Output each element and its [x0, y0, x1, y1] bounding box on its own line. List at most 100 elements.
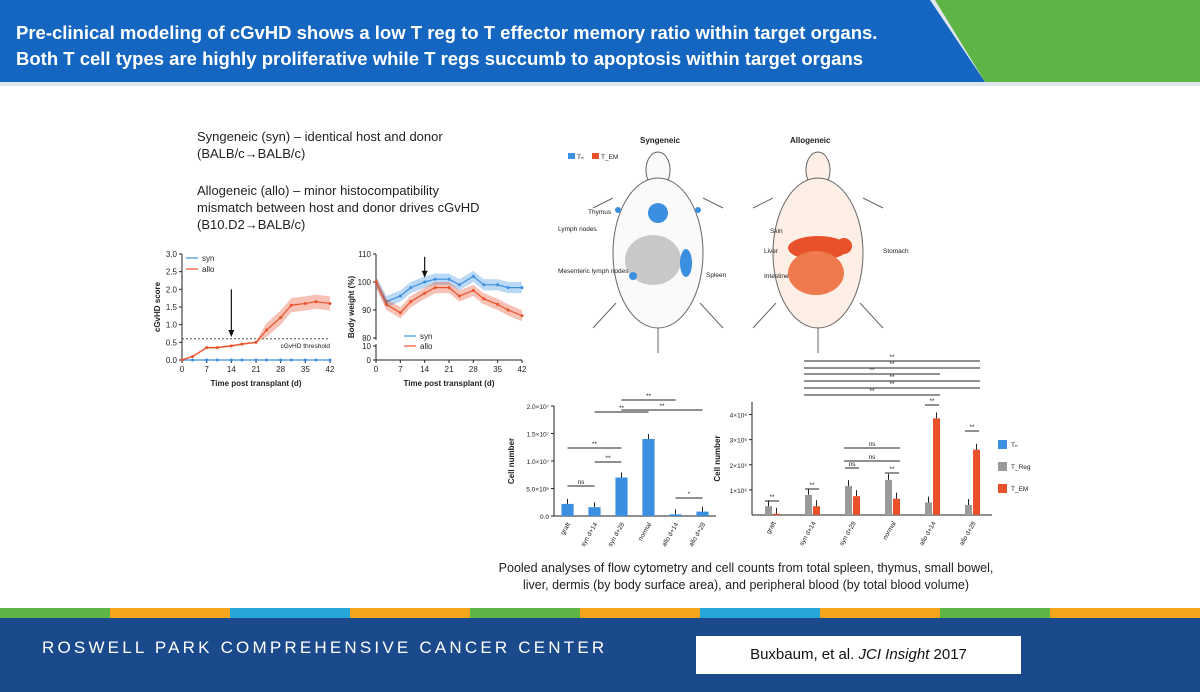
- x-tick-label: 35: [301, 365, 310, 374]
- citation-year: 2017: [933, 646, 967, 663]
- y-tick-label: 90: [362, 306, 371, 315]
- x-tick-label: 35: [493, 365, 502, 374]
- allo-point: [289, 303, 293, 307]
- y-axis-label: Cell number: [507, 438, 516, 484]
- syn-point: [265, 358, 269, 362]
- y-tick-label: 0.0: [166, 356, 178, 365]
- syngeneic-diagram-title: Syngeneic: [640, 136, 681, 145]
- bar: [965, 504, 972, 515]
- y-tick-label: 110: [358, 250, 371, 259]
- y-tick-label: 80: [362, 334, 371, 343]
- syngeneic-note: Syngeneic (syn) – identical host and don…: [197, 128, 443, 162]
- significance-label: ns: [849, 461, 857, 468]
- x-tick-label: 0: [180, 365, 185, 374]
- label-liver: Liver: [764, 248, 779, 255]
- y-tick-label: 2.5: [166, 268, 178, 277]
- syn-point: [254, 358, 258, 362]
- allo-point: [328, 301, 332, 305]
- legend-swatch: [998, 462, 1007, 471]
- allo-point: [229, 344, 233, 348]
- allo-point: [447, 286, 451, 290]
- label-thymus: Thymus: [588, 209, 612, 216]
- label-mesenteric: Mesenteric lymph nodes: [558, 268, 629, 275]
- legend-swatch: [998, 440, 1007, 449]
- y-tick-label: 1×10⁶: [730, 488, 748, 495]
- allogeneic-note: Allogeneic (allo) – minor histocompatibi…: [197, 182, 480, 233]
- legend-tem-swatch: [592, 153, 599, 159]
- bar: [588, 507, 601, 516]
- y-tick-label: 3×10⁶: [730, 438, 748, 445]
- y-tick-label: 0: [367, 356, 372, 365]
- allo-point: [303, 301, 307, 305]
- citation: Buxbaum, et al. JCI Insight 2017: [696, 636, 1021, 674]
- x-tick-label: allo d+28: [958, 520, 978, 547]
- significance-label: **: [969, 424, 975, 431]
- y-tick-label: 2×10⁶: [730, 463, 748, 470]
- y-tick-label: 10: [362, 342, 371, 351]
- slide-title-line-1: Pre-clinical modeling of cGvHD shows a l…: [16, 22, 878, 43]
- allo-point: [279, 316, 283, 320]
- allo-point: [398, 311, 402, 315]
- bar: [925, 502, 932, 515]
- label-intestine: Intestine: [764, 273, 789, 280]
- bar: [853, 496, 860, 515]
- syn-point: [314, 358, 318, 362]
- bar: [813, 506, 820, 515]
- legend-swatch: [998, 484, 1007, 493]
- allogeneic-note-line-1: Allogeneic (allo) – minor histocompatibi…: [197, 183, 440, 198]
- allo-point: [374, 280, 378, 284]
- x-tick-label: syn d+14: [580, 521, 600, 548]
- title-banner: Pre-clinical modeling of cGvHD shows a l…: [0, 0, 1200, 86]
- allo-error-band: [182, 294, 330, 360]
- allo-point: [265, 328, 269, 332]
- allo-point: [215, 346, 219, 350]
- legend-allo-label: allo: [202, 265, 215, 274]
- allo-error-band: [376, 276, 522, 322]
- x-tick-label: 21: [252, 365, 261, 374]
- citation-journal: JCI Insight: [858, 646, 930, 663]
- syn-point: [191, 358, 195, 362]
- allo-point: [482, 297, 486, 301]
- legend-label: T_EM: [1011, 486, 1028, 493]
- bar: [973, 449, 980, 515]
- allogeneic-diagram-title: Allogeneic: [790, 136, 831, 145]
- figure-caption: Pooled analyses of flow cytometry and ce…: [498, 561, 994, 592]
- bar: [893, 498, 900, 515]
- legend-label: Tₙ: [1011, 442, 1018, 449]
- citation-authors: Buxbaum, et al.: [750, 646, 855, 663]
- x-tick-label: allo d+14: [661, 521, 681, 548]
- threshold-label: cGvHD threshold: [281, 343, 331, 350]
- x-tick-label: 21: [445, 365, 454, 374]
- y-tick-label: 0.0: [540, 514, 549, 521]
- legend-syn-label: syn: [420, 332, 432, 341]
- allo-point: [457, 294, 461, 298]
- y-tick-label: 0.5: [166, 338, 178, 347]
- x-tick-label: 42: [518, 365, 527, 374]
- y-tick-label: 1.0: [166, 321, 178, 330]
- x-tick-label: 14: [227, 365, 236, 374]
- syn-point: [328, 358, 332, 362]
- allogeneic-organs: [788, 236, 852, 295]
- significance-label: **: [646, 393, 652, 400]
- y-axis-label: Cell number: [713, 435, 722, 481]
- significance-label: *: [688, 491, 691, 498]
- bar: [805, 494, 812, 515]
- legend-tem-label: T_EM: [601, 154, 618, 161]
- x-tick-label: normal: [882, 520, 898, 541]
- x-tick-label: syn d+28: [838, 520, 858, 547]
- y-tick-label: 4×10⁶: [730, 413, 748, 420]
- legend-syn-label: syn: [202, 254, 214, 263]
- allo-point: [520, 314, 524, 318]
- x-tick-label: 28: [469, 365, 478, 374]
- legend-tn-label: Tₙ: [577, 154, 584, 161]
- allogeneic-note-line-3: (B10.D2→BALB/c): [197, 217, 306, 232]
- syn-point: [398, 294, 402, 298]
- significance-label: **: [889, 354, 895, 361]
- allo-point: [314, 300, 318, 304]
- significance-label: **: [659, 403, 665, 410]
- allo-point: [506, 308, 510, 312]
- allo-line: [181, 301, 331, 361]
- bar: [765, 506, 772, 515]
- bar: [669, 514, 682, 516]
